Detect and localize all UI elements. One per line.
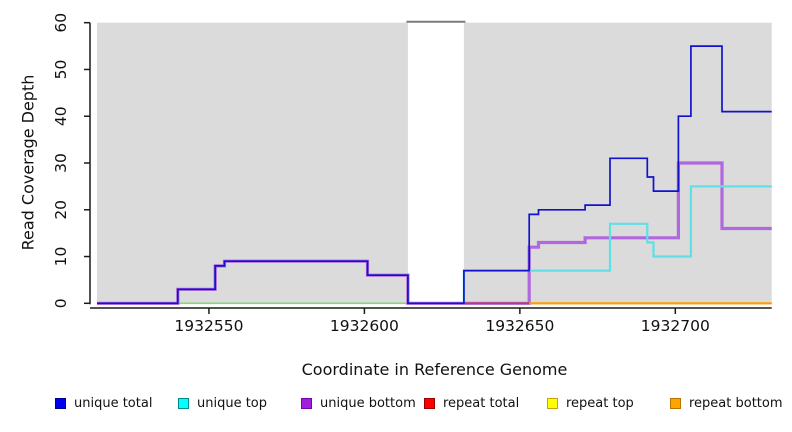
y-tick-label: 0 <box>52 298 70 308</box>
legend-swatch-unique-total <box>55 398 66 409</box>
legend-label: unique total <box>74 396 153 411</box>
series-steps-unique-top <box>462 185 772 304</box>
legend-item-repeat-top: repeat top <box>547 396 670 411</box>
y-tick-label: 40 <box>52 106 70 126</box>
x-tick-label: 1932600 <box>330 317 399 335</box>
plot-background-region <box>97 22 408 304</box>
plot-background-region <box>463 22 772 304</box>
y-tick-label: 30 <box>52 153 70 173</box>
legend-item-unique-total: unique total <box>55 396 178 411</box>
y-tick-label: 60 <box>52 13 70 33</box>
legend-swatch-repeat-total <box>424 398 435 409</box>
legend-item-unique-top: unique top <box>178 396 301 411</box>
legend-item-repeat-bottom: repeat bottom <box>670 396 792 411</box>
legend-label: repeat bottom <box>689 396 783 411</box>
y-tick-label: 50 <box>52 60 70 80</box>
y-axis-title: Read Coverage Depth <box>18 74 38 251</box>
x-axis-title: Coordinate in Reference Genome <box>301 360 568 379</box>
legend: unique total unique top unique bottom repea… <box>55 396 792 411</box>
legend-item-unique-bottom: unique bottom <box>301 396 424 411</box>
legend-swatch-unique-top <box>178 398 189 409</box>
x-tick-label: 1932550 <box>174 317 243 335</box>
legend-swatch-unique-bottom <box>301 398 312 409</box>
y-tick-label: 10 <box>52 247 70 267</box>
series-steps-unique-total <box>97 45 772 305</box>
x-tick-label: 1932700 <box>641 317 710 335</box>
legend-label: unique top <box>197 396 268 411</box>
legend-label: unique bottom <box>320 396 416 411</box>
x-tick-label: 1932650 <box>485 317 554 335</box>
y-tick-label: 20 <box>52 200 70 220</box>
legend-label: repeat top <box>566 396 634 411</box>
legend-label: repeat total <box>443 396 520 411</box>
legend-swatch-repeat-top <box>547 398 558 409</box>
legend-swatch-repeat-bottom <box>670 398 681 409</box>
legend-item-repeat-total: repeat total <box>424 396 547 411</box>
